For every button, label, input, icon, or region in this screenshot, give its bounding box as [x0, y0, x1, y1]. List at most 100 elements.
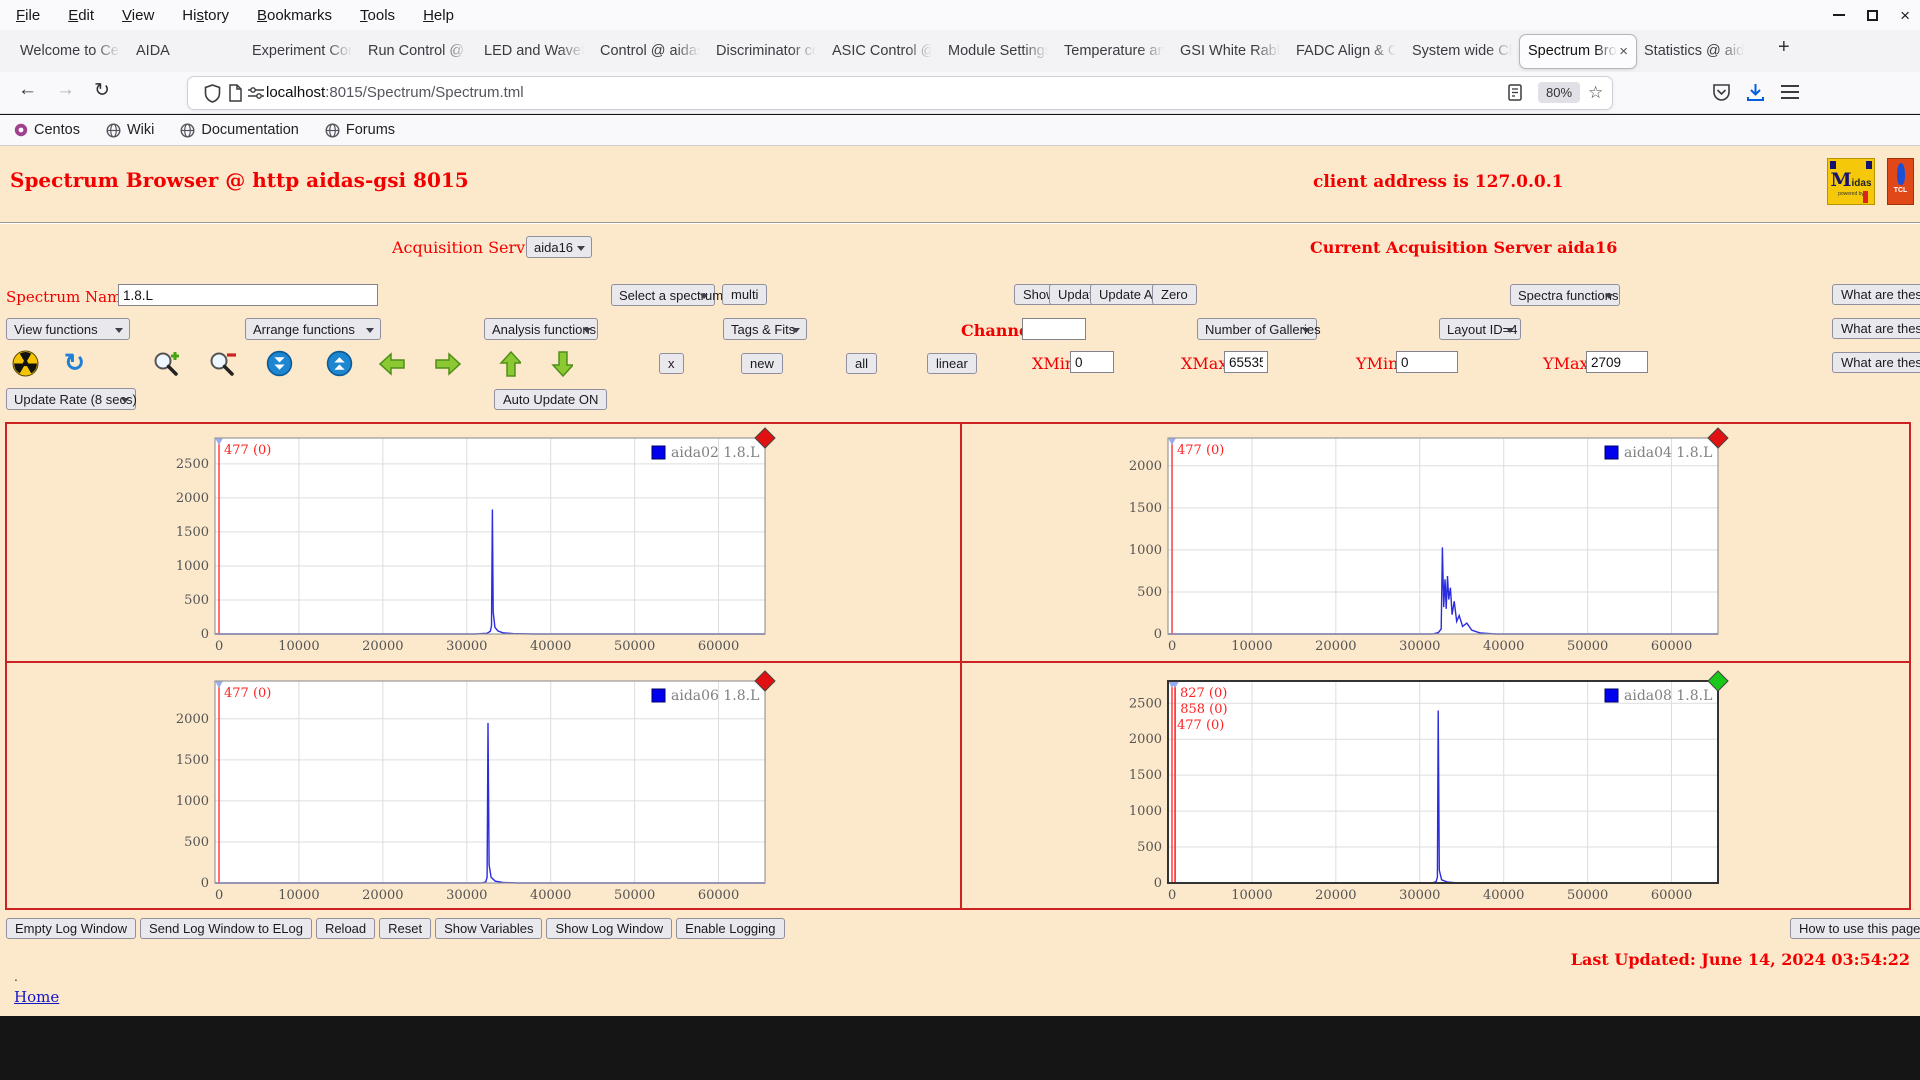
bookmark-centos[interactable]: Centos [14, 122, 80, 138]
zoom-in-icon[interactable] [152, 350, 180, 378]
menu-tools[interactable]: Tools [360, 6, 396, 24]
arrow-down-icon[interactable] [551, 350, 579, 378]
home-link[interactable]: Home [14, 988, 60, 1006]
spectra-functions-dropdown[interactable]: Spectra functions [1510, 284, 1620, 306]
url-bar[interactable]: localhost:8015/Spectrum/Spectrum.tml 80%… [188, 77, 1612, 109]
reload-icon[interactable]: ↻ [94, 80, 110, 101]
arrange-functions-dropdown[interactable]: Arrange functions [245, 318, 381, 340]
tab[interactable]: Discriminator co [708, 35, 824, 68]
back-icon[interactable]: ← [18, 79, 37, 100]
log-button[interactable]: Reset [379, 918, 432, 939]
log-button[interactable]: Send Log Window to ELog [140, 918, 312, 939]
arrow-right-icon[interactable] [434, 352, 462, 380]
spectrum-name-input[interactable] [118, 284, 378, 306]
tab[interactable]: System wide Ch [1404, 35, 1520, 68]
minimize-icon[interactable] [1833, 14, 1846, 16]
log-button[interactable]: Enable Logging [676, 918, 785, 939]
page-info-icon[interactable] [228, 84, 243, 102]
log-button[interactable]: Reload [315, 918, 376, 939]
menu-view[interactable]: View [122, 6, 155, 24]
spectrum-panel-aida06[interactable]: 0 500 1000 1500 2000 0 10000 20000 30000 40000 500… [6, 662, 961, 909]
menu-bookmarks[interactable]: Bookmarks [256, 6, 333, 24]
spectrum-panel-aida04[interactable]: 0 500 1000 1500 2000 0 10000 20000 30000 40000 500… [961, 423, 1910, 662]
tab[interactable]: GSI White Rabb [1172, 35, 1288, 68]
menu-history[interactable]: History [182, 6, 229, 24]
zoom-out-icon[interactable] [208, 350, 236, 378]
close-tab-icon[interactable]: × [1619, 42, 1628, 60]
zoom-level-badge[interactable]: 80% [1538, 82, 1581, 103]
channel-input[interactable] [1022, 318, 1086, 340]
tab[interactable]: Control @ aidas [592, 35, 708, 68]
shield-icon[interactable] [204, 84, 221, 103]
log-button[interactable]: Show Variables [435, 918, 543, 939]
tab[interactable]: Statistics @ aid [1636, 35, 1752, 68]
how-to-use-button[interactable]: How to use this page [1790, 918, 1920, 939]
hamburger-menu-icon[interactable] [1781, 85, 1799, 99]
log-button[interactable]: Show Log Window [546, 918, 673, 939]
all-button[interactable]: all [846, 353, 878, 374]
bookmark-documentation[interactable]: Documentation [180, 122, 299, 138]
tab[interactable]: Experiment Con [244, 35, 360, 68]
auto-update-button[interactable]: Auto Update ON [494, 389, 608, 410]
tab[interactable]: Temperature an [1056, 35, 1172, 68]
tab[interactable]: Welcome to Cen [12, 35, 128, 68]
refresh-icon[interactable]: ↻ [64, 349, 85, 377]
select-spectrum-dropdown[interactable]: Select a spectrum [611, 284, 723, 306]
url-text[interactable]: localhost:8015/Spectrum/Spectrum.tml [266, 84, 524, 101]
xmin-input[interactable] [1070, 351, 1114, 373]
multi-button[interactable]: multi [722, 284, 768, 305]
midas-logo[interactable]: Midas powered by [1827, 158, 1875, 205]
tab-title: System wide Ch [1412, 43, 1512, 59]
bookmark-forums[interactable]: Forums [325, 122, 395, 138]
update-rate-dropdown[interactable]: Update Rate (8 secs) [6, 388, 137, 410]
ymin-input[interactable] [1396, 351, 1458, 373]
acquisition-server-select[interactable]: aida16 [526, 236, 592, 258]
what-are-these-button-3[interactable]: What are these? [1832, 352, 1920, 373]
linear-button[interactable]: linear [927, 353, 977, 374]
svg-text:1500: 1500 [1129, 768, 1162, 783]
tab[interactable]: AIDA [128, 35, 244, 68]
permissions-sliders-icon[interactable] [248, 87, 264, 99]
download-icon[interactable] [1746, 83, 1765, 102]
tags-fits-dropdown[interactable]: Tags & Fits [723, 318, 807, 340]
arrow-left-icon[interactable] [378, 352, 406, 380]
pocket-icon[interactable] [1712, 83, 1731, 102]
new-tab-button[interactable]: + [1778, 36, 1790, 58]
forward-icon[interactable]: → [56, 79, 75, 100]
view-functions-dropdown[interactable]: View functions [6, 318, 130, 340]
menu-file[interactable]: File [16, 6, 41, 24]
spectrum-panel-aida02[interactable]: 0 500 1000 1500 2000 2500 0 10000 20000 30000 4000… [6, 423, 961, 662]
tab[interactable]: Spectrum Bro × [1519, 33, 1637, 69]
close-icon[interactable]: × [1900, 5, 1910, 25]
analysis-functions-dropdown[interactable]: Analysis functions [484, 318, 598, 340]
tab[interactable]: Run Control @ a [360, 35, 476, 68]
zero-button[interactable]: Zero [1152, 284, 1197, 305]
tcl-logo[interactable]: TCL [1887, 158, 1914, 205]
expand-vertical-icon[interactable] [326, 350, 354, 378]
what-are-these-button-1[interactable]: What are these? [1832, 284, 1920, 305]
tab[interactable]: ASIC Control @ [824, 35, 940, 68]
tab[interactable]: LED and Wavefo [476, 35, 592, 68]
maximize-icon[interactable] [1867, 9, 1879, 21]
layout-id-dropdown[interactable]: Layout ID=4 [1439, 318, 1521, 340]
update-all-button[interactable]: Update All [1090, 284, 1168, 305]
tab[interactable]: FADC Align & C [1288, 35, 1404, 68]
arrow-up-icon[interactable] [499, 350, 527, 378]
bookmark-wiki[interactable]: Wiki [106, 122, 154, 138]
new-button[interactable]: new [741, 353, 783, 374]
bookmark-star-icon[interactable]: ☆ [1588, 83, 1604, 102]
svg-text:50000: 50000 [614, 888, 655, 903]
menu-help[interactable]: Help [423, 6, 454, 24]
x-scale-button[interactable]: x [659, 353, 684, 374]
reader-mode-icon[interactable] [1508, 84, 1522, 101]
collapse-vertical-icon[interactable] [266, 350, 294, 378]
ymax-input[interactable] [1586, 351, 1648, 373]
galleries-dropdown[interactable]: Number of Galleries [1197, 318, 1321, 340]
radiation-source-icon[interactable] [12, 350, 40, 378]
xmax-input[interactable] [1224, 351, 1268, 373]
what-are-these-button-2[interactable]: What are these? [1832, 318, 1920, 339]
log-button[interactable]: Empty Log Window [6, 918, 136, 939]
tab[interactable]: Module Settings [940, 35, 1056, 68]
spectrum-panel-aida08[interactable]: 0 500 1000 1500 2000 2500 0 10000 20000 30000 4000… [961, 662, 1910, 909]
menu-edit[interactable]: Edit [68, 6, 95, 24]
